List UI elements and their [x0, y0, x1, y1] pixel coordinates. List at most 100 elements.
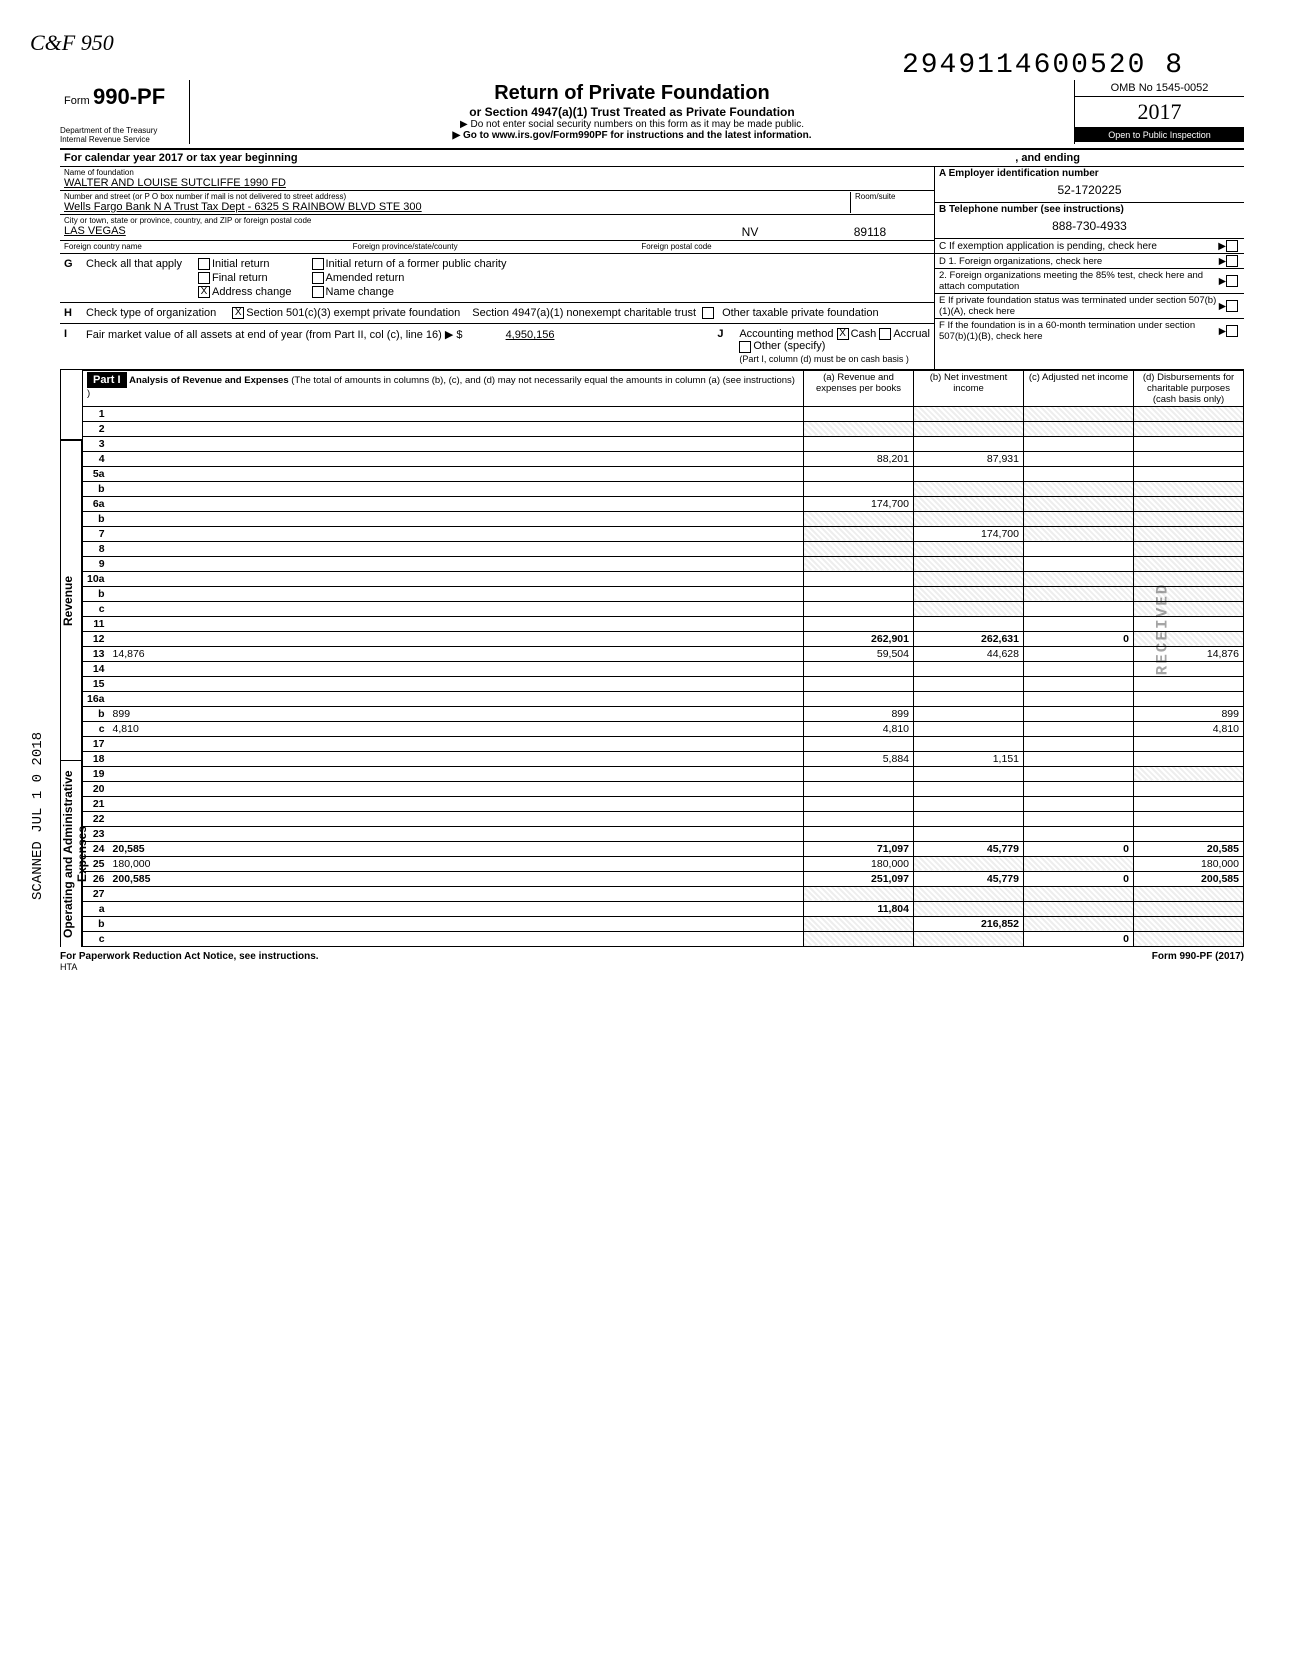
- part1-container: Revenue Operating and Administrative Exp…: [60, 370, 1244, 947]
- expenses-side-label: Operating and Administrative Expenses: [60, 760, 82, 947]
- row-desc: 14,876: [109, 646, 804, 661]
- amount-cell: [914, 826, 1024, 841]
- amount-cell: [1024, 556, 1134, 571]
- amount-cell: [914, 766, 1024, 781]
- footer-form-id: Form 990-PF (2017): [1152, 951, 1244, 962]
- form-subtitle: or Section 4947(a)(1) Trust Treated as P…: [198, 105, 1066, 119]
- row-desc: [109, 451, 804, 466]
- page-footer: For Paperwork Reduction Act Notice, see …: [60, 951, 1244, 962]
- name-label: Name of foundation: [64, 168, 930, 177]
- amount-cell: [1134, 661, 1244, 676]
- amount-cell: [914, 856, 1024, 871]
- row-desc: [109, 526, 804, 541]
- amount-cell: [1024, 526, 1134, 541]
- h-4947-checkbox[interactable]: [702, 307, 714, 319]
- f-checkbox[interactable]: [1226, 325, 1238, 337]
- dept-irs: Internal Revenue Service: [60, 135, 189, 144]
- dept-treasury: Department of the Treasury: [60, 126, 189, 135]
- amount-cell: [804, 616, 914, 631]
- section-g-label: Check all that apply: [86, 258, 182, 270]
- telephone-label: B Telephone number (see instructions): [939, 204, 1240, 215]
- part1-table: Part I Analysis of Revenue and Expenses …: [82, 370, 1244, 947]
- row-desc: [109, 676, 804, 691]
- amount-cell: [1134, 766, 1244, 781]
- row-num: 2: [83, 421, 109, 436]
- d1-checkbox[interactable]: [1226, 255, 1238, 267]
- amount-cell: [1134, 916, 1244, 931]
- footer-paperwork: For Paperwork Reduction Act Notice, see …: [60, 951, 319, 962]
- amount-cell: [804, 796, 914, 811]
- g-initial-checkbox[interactable]: [198, 258, 210, 270]
- j-cash-checkbox[interactable]: X: [837, 328, 849, 340]
- row-desc: [109, 661, 804, 676]
- row-num: 5a: [83, 466, 109, 481]
- e-checkbox[interactable]: [1226, 300, 1238, 312]
- row-desc: [109, 916, 804, 931]
- amount-cell: 4,810: [1134, 721, 1244, 736]
- amount-cell: [1024, 766, 1134, 781]
- amount-cell: [1024, 856, 1134, 871]
- j-other-checkbox[interactable]: [739, 341, 751, 353]
- amount-cell: [914, 676, 1024, 691]
- amount-cell: [1134, 751, 1244, 766]
- amount-cell: [1024, 706, 1134, 721]
- row-num: 17: [83, 736, 109, 751]
- d2-checkbox[interactable]: [1226, 275, 1238, 287]
- g-name-checkbox[interactable]: [312, 286, 324, 298]
- amount-cell: [1134, 451, 1244, 466]
- omb-number: OMB No 1545-0052: [1075, 80, 1244, 97]
- row-num: 18: [83, 751, 109, 766]
- amount-cell: [1024, 781, 1134, 796]
- row-num: 15: [83, 676, 109, 691]
- g-former-checkbox[interactable]: [312, 258, 324, 270]
- h-501c3-checkbox[interactable]: X: [232, 307, 244, 319]
- row-num: 20: [83, 781, 109, 796]
- j-accrual-checkbox[interactable]: [879, 328, 891, 340]
- amount-cell: [1024, 451, 1134, 466]
- amount-cell: [804, 916, 914, 931]
- amount-cell: [914, 721, 1024, 736]
- amount-cell: 5,884: [804, 751, 914, 766]
- amount-cell: 216,852: [914, 916, 1024, 931]
- amount-cell: 180,000: [804, 856, 914, 871]
- row-desc: [109, 751, 804, 766]
- row-desc: 4,810: [109, 721, 804, 736]
- amount-cell: [1134, 811, 1244, 826]
- amount-cell: [804, 931, 914, 946]
- h-opt-3: Other taxable private foundation: [722, 307, 879, 319]
- amount-cell: [1024, 481, 1134, 496]
- amount-cell: [1134, 691, 1244, 706]
- amount-cell: [1024, 751, 1134, 766]
- g-opt-4: Amended return: [326, 272, 405, 284]
- amount-cell: [1134, 406, 1244, 421]
- amount-cell: [1024, 541, 1134, 556]
- g-amended-checkbox[interactable]: [312, 272, 324, 284]
- row-desc: [109, 826, 804, 841]
- amount-cell: [1024, 571, 1134, 586]
- address-label: Number and street (or P O box number if …: [64, 192, 850, 201]
- amount-cell: [914, 736, 1024, 751]
- g-final-checkbox[interactable]: [198, 272, 210, 284]
- amount-cell: [914, 781, 1024, 796]
- zip-value: 89118: [810, 225, 930, 239]
- amount-cell: [804, 526, 914, 541]
- section-d1-label: D 1. Foreign organizations, check here: [939, 256, 1219, 267]
- amount-cell: [1134, 616, 1244, 631]
- amount-cell: [1134, 421, 1244, 436]
- amount-cell: [804, 676, 914, 691]
- amount-cell: [1024, 886, 1134, 901]
- part1-title: Analysis of Revenue and Expenses: [129, 375, 288, 386]
- g-address-checkbox[interactable]: X: [198, 286, 210, 298]
- section-c-checkbox[interactable]: [1226, 240, 1238, 252]
- amount-cell: [914, 541, 1024, 556]
- amount-cell: [1134, 901, 1244, 916]
- amount-cell: 45,779: [914, 841, 1024, 856]
- row-desc: [109, 901, 804, 916]
- amount-cell: [1134, 481, 1244, 496]
- row-num: b: [83, 511, 109, 526]
- row-num: 12: [83, 631, 109, 646]
- form-note-2: ▶ Go to www.irs.gov/Form990PF for instru…: [198, 130, 1066, 141]
- amount-cell: 87,931: [914, 451, 1024, 466]
- form-note-1: ▶ Do not enter social security numbers o…: [198, 119, 1066, 130]
- amount-cell: [804, 421, 914, 436]
